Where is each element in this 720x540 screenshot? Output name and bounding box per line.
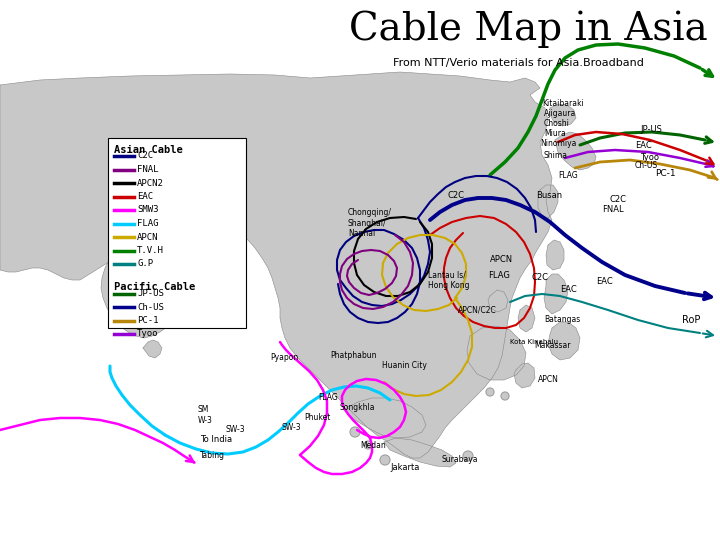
Text: T.V.H: T.V.H xyxy=(137,246,164,255)
Text: FLAG: FLAG xyxy=(318,394,338,402)
Text: JP-US: JP-US xyxy=(137,289,164,298)
Text: C2C: C2C xyxy=(610,195,627,205)
Polygon shape xyxy=(346,398,426,438)
Text: Batangas: Batangas xyxy=(544,315,580,325)
Text: Makassar: Makassar xyxy=(534,341,570,349)
Circle shape xyxy=(463,451,473,461)
Text: Kitaibaraki: Kitaibaraki xyxy=(542,99,584,109)
Text: Songkhla: Songkhla xyxy=(340,403,376,413)
Text: FLAG: FLAG xyxy=(488,271,510,280)
Polygon shape xyxy=(544,274,568,314)
Text: C2C: C2C xyxy=(137,152,153,160)
Polygon shape xyxy=(548,322,580,360)
Text: Pyapon: Pyapon xyxy=(270,354,298,362)
Text: Ch-US: Ch-US xyxy=(635,160,658,170)
Text: Shima: Shima xyxy=(543,151,567,159)
Text: Busan: Busan xyxy=(536,191,562,199)
Text: EAC: EAC xyxy=(596,278,613,287)
Text: Tabing: Tabing xyxy=(200,450,225,460)
Circle shape xyxy=(364,441,372,449)
Text: FLAG: FLAG xyxy=(558,171,577,179)
Text: Lantau Is/
Hong Kong: Lantau Is/ Hong Kong xyxy=(428,271,469,289)
Text: APCN/C2C: APCN/C2C xyxy=(458,306,497,314)
Text: Miura: Miura xyxy=(544,130,566,138)
Polygon shape xyxy=(546,240,564,270)
Text: APCN: APCN xyxy=(137,233,158,241)
Polygon shape xyxy=(550,104,576,126)
Circle shape xyxy=(501,392,509,400)
Text: To India: To India xyxy=(200,435,232,444)
Polygon shape xyxy=(384,438,456,467)
Text: Jakarta: Jakarta xyxy=(390,463,419,472)
Polygon shape xyxy=(518,305,535,332)
Polygon shape xyxy=(467,326,526,380)
Polygon shape xyxy=(0,72,552,458)
Text: Huanin City: Huanin City xyxy=(382,361,427,369)
Text: Pacific Cable: Pacific Cable xyxy=(114,282,195,293)
Text: Phatphabun: Phatphabun xyxy=(330,352,377,361)
Text: Chongqing/
Shanghai/
Nanhai: Chongqing/ Shanghai/ Nanhai xyxy=(348,208,392,238)
Text: SM
W-3: SM W-3 xyxy=(198,406,213,424)
Text: SW-3: SW-3 xyxy=(282,423,302,433)
Text: PC-1: PC-1 xyxy=(655,170,675,179)
Polygon shape xyxy=(538,185,558,218)
Text: PC-1: PC-1 xyxy=(137,316,158,325)
Text: EAC: EAC xyxy=(560,286,577,294)
Text: JP-US: JP-US xyxy=(640,125,662,134)
Text: FLAG: FLAG xyxy=(137,219,158,228)
Text: APCN: APCN xyxy=(538,375,559,384)
Polygon shape xyxy=(555,132,596,170)
Circle shape xyxy=(380,455,390,465)
Text: From NTT/Verio materials for Asia.Broadband: From NTT/Verio materials for Asia.Broadb… xyxy=(393,58,644,68)
Text: Cable Map in Asia: Cable Map in Asia xyxy=(349,10,708,48)
Text: EAC: EAC xyxy=(137,192,153,201)
Text: C2C: C2C xyxy=(448,191,465,199)
Text: SMW3: SMW3 xyxy=(137,206,158,214)
Text: Ajigaura: Ajigaura xyxy=(544,110,576,118)
Text: RoP: RoP xyxy=(682,315,701,325)
Text: Medan: Medan xyxy=(360,442,386,450)
Text: SW-3: SW-3 xyxy=(225,426,245,435)
Text: C2C: C2C xyxy=(532,273,549,282)
Text: Ch-US: Ch-US xyxy=(137,302,164,312)
Text: Kota Kinabalu: Kota Kinabalu xyxy=(510,339,558,345)
Circle shape xyxy=(350,427,360,437)
Polygon shape xyxy=(143,340,162,358)
Text: Choshi: Choshi xyxy=(544,119,570,129)
Polygon shape xyxy=(488,290,508,312)
Text: Ninomiya: Ninomiya xyxy=(540,139,577,148)
Polygon shape xyxy=(101,225,194,338)
Text: Asian Cable: Asian Cable xyxy=(114,145,183,155)
Text: FNAL: FNAL xyxy=(602,206,624,214)
Text: APCN2: APCN2 xyxy=(137,179,164,187)
Text: Tyoo: Tyoo xyxy=(640,153,659,163)
Text: G.P: G.P xyxy=(137,260,153,268)
FancyBboxPatch shape xyxy=(108,138,246,328)
Text: Phuket: Phuket xyxy=(304,414,330,422)
Circle shape xyxy=(486,388,494,396)
Polygon shape xyxy=(514,363,535,388)
Text: Surabaya: Surabaya xyxy=(442,456,479,464)
Text: APCN: APCN xyxy=(490,255,513,265)
Text: FNAL: FNAL xyxy=(137,165,158,174)
Text: Tyoo: Tyoo xyxy=(137,329,158,339)
Text: EAC: EAC xyxy=(635,140,652,150)
